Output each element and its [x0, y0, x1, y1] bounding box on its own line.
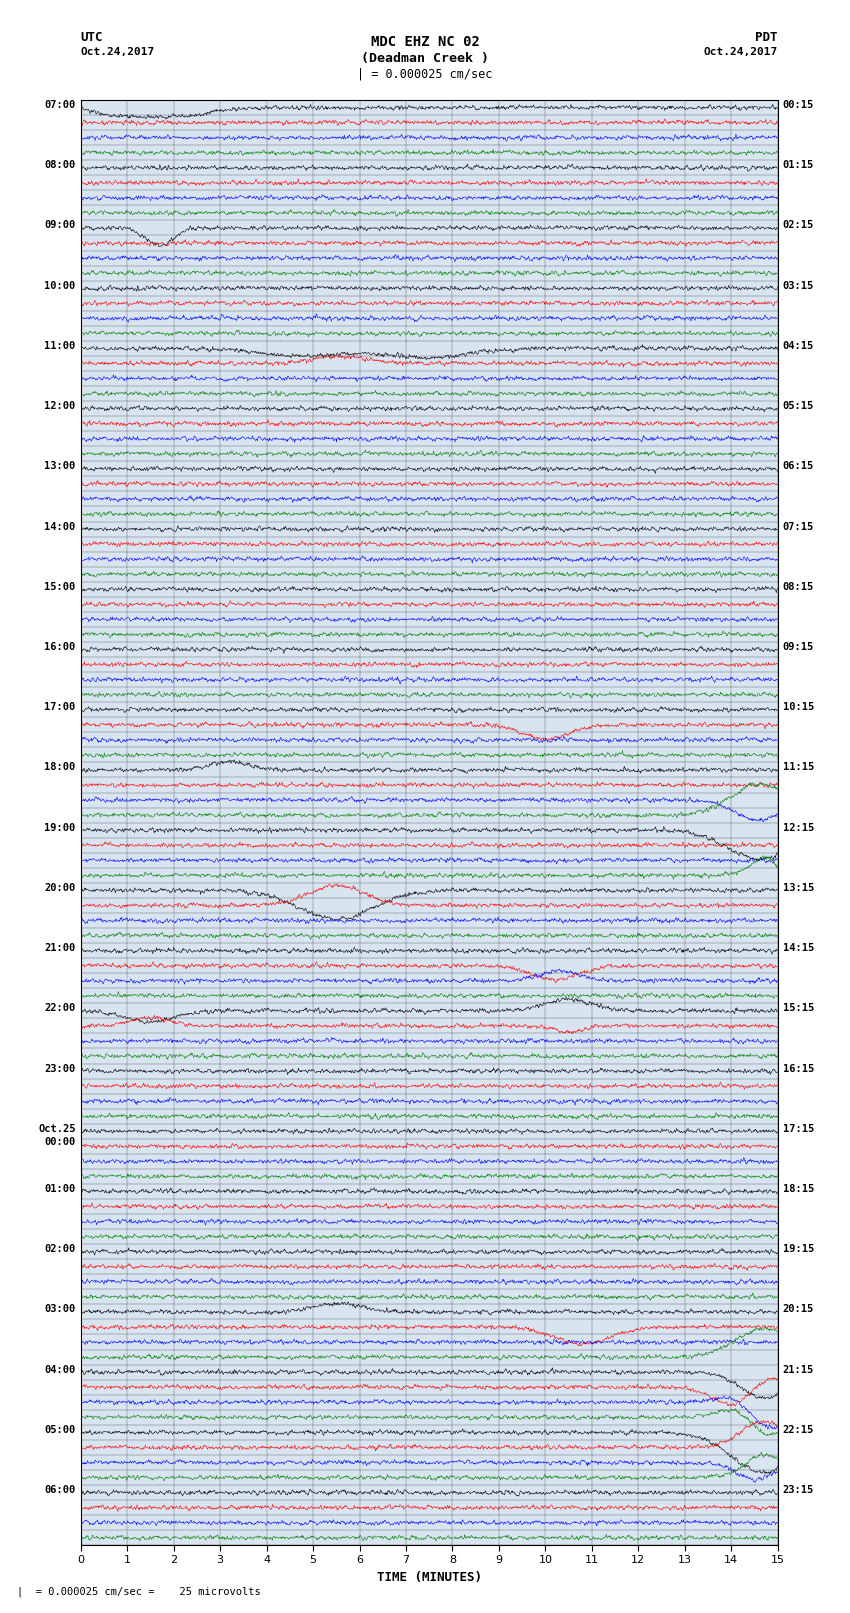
Text: 20:15: 20:15 — [783, 1305, 814, 1315]
Text: 10:00: 10:00 — [44, 281, 76, 290]
Text: 03:00: 03:00 — [44, 1305, 76, 1315]
Text: Oct.24,2017: Oct.24,2017 — [704, 47, 778, 56]
Text: 06:15: 06:15 — [783, 461, 814, 471]
Text: 05:00: 05:00 — [44, 1424, 76, 1436]
Text: 02:15: 02:15 — [783, 221, 814, 231]
Text: 12:15: 12:15 — [783, 823, 814, 832]
Text: 15:00: 15:00 — [44, 582, 76, 592]
Text: 04:00: 04:00 — [44, 1365, 76, 1374]
Text: 18:15: 18:15 — [783, 1184, 814, 1194]
Text: 11:15: 11:15 — [783, 763, 814, 773]
Text: 20:00: 20:00 — [44, 882, 76, 894]
Text: 08:15: 08:15 — [783, 582, 814, 592]
Text: 01:15: 01:15 — [783, 160, 814, 171]
Text: 10:15: 10:15 — [783, 702, 814, 713]
Text: 19:15: 19:15 — [783, 1244, 814, 1255]
Text: 09:15: 09:15 — [783, 642, 814, 652]
Text: 15:15: 15:15 — [783, 1003, 814, 1013]
Text: 19:00: 19:00 — [44, 823, 76, 832]
Text: MDC EHZ NC 02: MDC EHZ NC 02 — [371, 35, 479, 48]
Text: 13:00: 13:00 — [44, 461, 76, 471]
Text: 21:15: 21:15 — [783, 1365, 814, 1374]
Text: 04:15: 04:15 — [783, 340, 814, 352]
Text: 00:00: 00:00 — [44, 1137, 76, 1147]
Text: |  = 0.000025 cm/sec =    25 microvolts: | = 0.000025 cm/sec = 25 microvolts — [17, 1586, 261, 1597]
Text: 22:00: 22:00 — [44, 1003, 76, 1013]
Text: 02:00: 02:00 — [44, 1244, 76, 1255]
Text: 16:00: 16:00 — [44, 642, 76, 652]
Text: 00:15: 00:15 — [783, 100, 814, 110]
Text: 23:15: 23:15 — [783, 1486, 814, 1495]
Text: PDT: PDT — [756, 31, 778, 44]
Text: UTC: UTC — [81, 31, 103, 44]
Text: | = 0.000025 cm/sec: | = 0.000025 cm/sec — [357, 68, 493, 81]
Text: 14:15: 14:15 — [783, 944, 814, 953]
Text: 08:00: 08:00 — [44, 160, 76, 171]
Text: (Deadman Creek ): (Deadman Creek ) — [361, 52, 489, 65]
Text: 18:00: 18:00 — [44, 763, 76, 773]
Text: 07:15: 07:15 — [783, 521, 814, 532]
Text: 13:15: 13:15 — [783, 882, 814, 894]
Text: 11:00: 11:00 — [44, 340, 76, 352]
X-axis label: TIME (MINUTES): TIME (MINUTES) — [377, 1571, 482, 1584]
Text: 09:00: 09:00 — [44, 221, 76, 231]
Text: 06:00: 06:00 — [44, 1486, 76, 1495]
Text: 21:00: 21:00 — [44, 944, 76, 953]
Text: Oct.25: Oct.25 — [38, 1124, 76, 1134]
Text: 16:15: 16:15 — [783, 1063, 814, 1074]
Text: 01:00: 01:00 — [44, 1184, 76, 1194]
Text: Oct.24,2017: Oct.24,2017 — [81, 47, 155, 56]
Text: 23:00: 23:00 — [44, 1063, 76, 1074]
Text: 12:00: 12:00 — [44, 402, 76, 411]
Text: 03:15: 03:15 — [783, 281, 814, 290]
Text: 17:15: 17:15 — [783, 1124, 814, 1134]
Text: 05:15: 05:15 — [783, 402, 814, 411]
Text: 07:00: 07:00 — [44, 100, 76, 110]
Text: 17:00: 17:00 — [44, 702, 76, 713]
Text: 14:00: 14:00 — [44, 521, 76, 532]
Text: 22:15: 22:15 — [783, 1424, 814, 1436]
